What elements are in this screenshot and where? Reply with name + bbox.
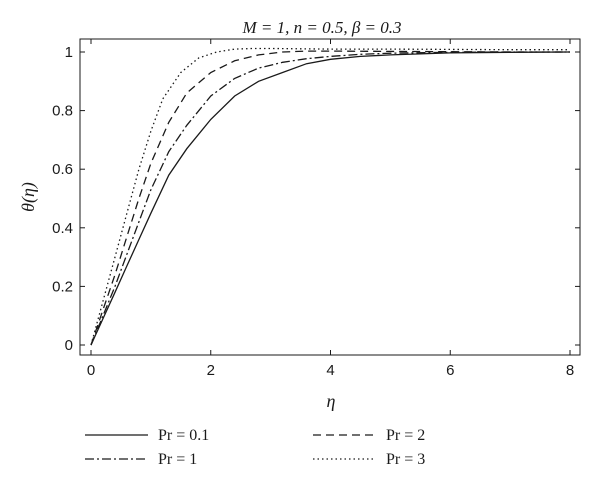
y-tick-label: 0 bbox=[65, 337, 73, 354]
series-line-1 bbox=[90, 51, 571, 346]
legend-label: Pr = 0.1 bbox=[158, 427, 209, 444]
axis-ticks: 0 2 4 6 8 0 0.2 0.4 0.6 0.8 1 bbox=[52, 39, 580, 379]
y-axis-label: θ(η) bbox=[18, 182, 39, 212]
legend-label: Pr = 1 bbox=[158, 451, 197, 468]
series-layer bbox=[90, 47, 571, 346]
x-axis-label: η bbox=[327, 391, 336, 411]
y-tick-label: 1 bbox=[65, 44, 73, 61]
series-line-3 bbox=[90, 50, 570, 346]
series-line-4 bbox=[90, 47, 570, 346]
legend: Pr = 0.1 Pr = 1 Pr = 2 Pr = 3 bbox=[85, 427, 425, 468]
x-tick-label: 8 bbox=[566, 362, 574, 379]
series-line-2 bbox=[90, 51, 570, 346]
chart-title: M = 1, n = 0.5, β = 0.3 bbox=[241, 18, 401, 37]
x-tick-label: 2 bbox=[207, 362, 215, 379]
x-tick-label: 0 bbox=[87, 362, 95, 379]
legend-label: Pr = 2 bbox=[386, 427, 425, 444]
x-tick-label: 6 bbox=[446, 362, 454, 379]
y-tick-label: 0.2 bbox=[52, 278, 73, 295]
legend-label: Pr = 3 bbox=[386, 451, 425, 468]
y-tick-label: 0.4 bbox=[52, 220, 73, 237]
plot-frame bbox=[79, 38, 581, 356]
y-tick-label: 0.6 bbox=[52, 161, 73, 178]
x-tick-label: 4 bbox=[326, 362, 334, 379]
y-tick-label: 0.8 bbox=[52, 103, 73, 120]
